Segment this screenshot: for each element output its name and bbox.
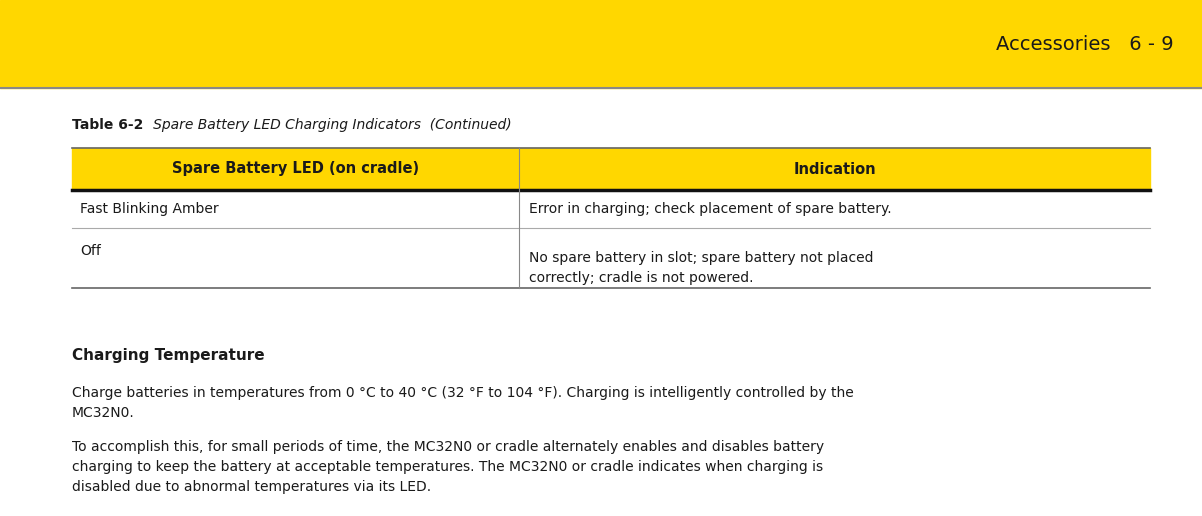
Text: Spare Battery LED (on cradle): Spare Battery LED (on cradle): [172, 162, 419, 176]
Bar: [0, 0, 1202, 88]
Text: Spare Battery LED Charging Indicators  (Continued): Spare Battery LED Charging Indicators (C…: [139, 118, 512, 132]
Text: To accomplish this, for small periods of time, the MC32N0 or cradle alternately : To accomplish this, for small periods of…: [72, 440, 825, 494]
Text: Off: Off: [81, 244, 101, 258]
Text: Indication: Indication: [793, 162, 876, 176]
Text: Error in charging; check placement of spare battery.: Error in charging; check placement of sp…: [529, 202, 892, 216]
Bar: [72, 148, 1150, 190]
Text: Charge batteries in temperatures from 0 °C to 40 °C (32 °F to 104 °F). Charging : Charge batteries in temperatures from 0 …: [72, 386, 853, 420]
Text: Fast Blinking Amber: Fast Blinking Amber: [81, 202, 219, 216]
Text: Table 6-2: Table 6-2: [72, 118, 143, 132]
Text: No spare battery in slot; spare battery not placed
correctly; cradle is not powe: No spare battery in slot; spare battery …: [529, 251, 874, 285]
Text: Accessories   6 - 9: Accessories 6 - 9: [996, 35, 1174, 54]
Text: Charging Temperature: Charging Temperature: [72, 348, 264, 363]
